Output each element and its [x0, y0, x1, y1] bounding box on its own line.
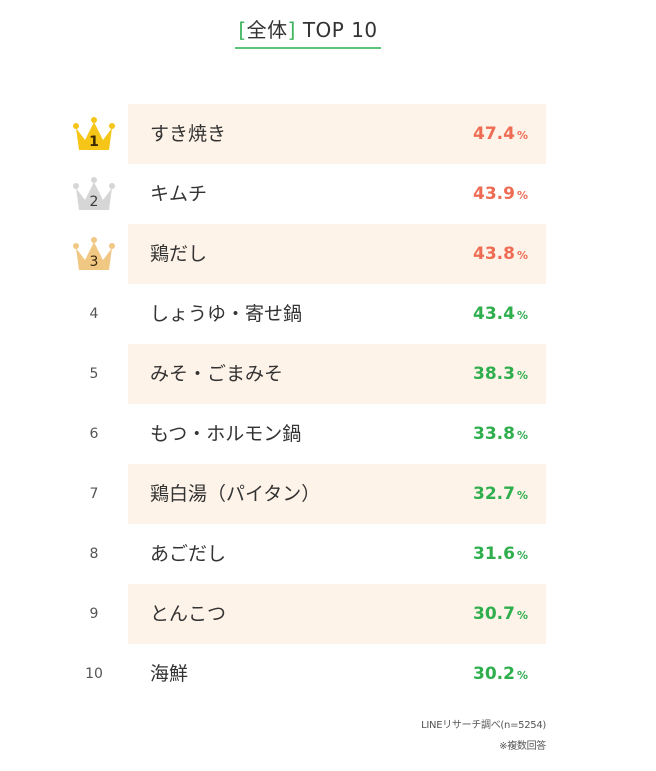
gold-crown-icon: 1: [70, 114, 118, 154]
ranking-row: 4 しょうゆ・寄せ鍋 43.4%: [0, 284, 656, 344]
rank-number: 7: [89, 486, 99, 502]
title-close-bracket: ]: [287, 18, 296, 42]
rank-number: 10: [85, 666, 103, 682]
item-name: みそ・ごまみそ: [150, 363, 284, 385]
multiple-answer-note: ※複数回答: [499, 741, 546, 752]
chart-title: [全体] TOP 10: [235, 14, 381, 49]
ranking-row: 7 鶏白湯（パイタン） 32.7%: [0, 464, 656, 524]
rank-number: 6: [89, 426, 99, 442]
percent-value: 43.4%: [473, 284, 528, 344]
item-name: 海鮮: [150, 663, 189, 685]
ranking-row: 8 あごだし 31.6%: [0, 524, 656, 584]
rank-number: 2: [89, 194, 99, 210]
item-name: 鶏白湯（パイタン）: [150, 483, 321, 505]
percent-number: 43.8: [473, 244, 515, 264]
row-background: [128, 224, 546, 284]
percent-unit: %: [516, 249, 528, 262]
percent-unit: %: [516, 129, 528, 142]
row-background: [128, 104, 546, 164]
percent-value: 33.8%: [473, 404, 528, 464]
percent-number: 38.3: [473, 364, 515, 384]
percent-number: 43.4: [473, 304, 515, 324]
title-open-bracket: [: [238, 18, 247, 42]
rank-number: 8: [89, 546, 99, 562]
title-label: TOP 10: [295, 18, 378, 42]
ranking-row: 3 鶏だし 43.8%: [0, 224, 656, 284]
percent-number: 30.2: [473, 664, 515, 684]
row-background: [128, 464, 546, 524]
row-background: [128, 344, 546, 404]
item-name: すき焼き: [150, 123, 227, 145]
item-name: あごだし: [150, 543, 227, 565]
percent-value: 31.6%: [473, 524, 528, 584]
bronze-crown-icon: 3: [70, 234, 118, 274]
percent-number: 33.8: [473, 424, 515, 444]
percent-unit: %: [516, 549, 528, 562]
row-background: [128, 584, 546, 644]
ranking-row: 5 みそ・ごまみそ 38.3%: [0, 344, 656, 404]
percent-unit: %: [516, 669, 528, 682]
item-name: もつ・ホルモン鍋: [150, 423, 302, 445]
rank-number: 5: [89, 366, 99, 382]
title-category: 全体: [246, 18, 288, 42]
rank-number: 1: [89, 134, 99, 150]
percent-value: 32.7%: [473, 464, 528, 524]
ranking-row: 10 海鮮 30.2%: [0, 644, 656, 704]
item-name: とんこつ: [150, 603, 227, 625]
percent-unit: %: [516, 189, 528, 202]
ranking-list: 1 すき焼き 47.4% 2 キムチ 43.9% 3 鶏だし 43.8% 4 しょうゆ・寄せ鍋 43.…: [0, 104, 656, 704]
percent-number: 47.4: [473, 124, 515, 144]
percent-value: 30.2%: [473, 644, 528, 704]
ranking-row: 2 キムチ 43.9%: [0, 164, 656, 224]
percent-number: 30.7: [473, 604, 515, 624]
item-name: キムチ: [150, 183, 208, 205]
rank-number: 4: [89, 306, 99, 322]
percent-value: 43.9%: [473, 164, 528, 224]
percent-number: 43.9: [473, 184, 515, 204]
percent-unit: %: [516, 369, 528, 382]
percent-value: 47.4%: [473, 104, 528, 164]
silver-crown-icon: 2: [70, 174, 118, 214]
item-name: 鶏だし: [150, 243, 208, 265]
percent-unit: %: [516, 429, 528, 442]
percent-unit: %: [516, 609, 528, 622]
percent-unit: %: [516, 489, 528, 502]
rank-number: 9: [89, 606, 99, 622]
percent-number: 31.6: [473, 544, 515, 564]
source-note: LINEリサーチ調べ(n=5254): [421, 720, 546, 731]
percent-value: 30.7%: [473, 584, 528, 644]
percent-number: 32.7: [473, 484, 515, 504]
item-name: しょうゆ・寄せ鍋: [150, 303, 303, 325]
chart-title-wrap: [全体] TOP 10: [0, 14, 616, 49]
percent-value: 38.3%: [473, 344, 528, 404]
ranking-row: 6 もつ・ホルモン鍋 33.8%: [0, 404, 656, 464]
percent-value: 43.8%: [473, 224, 528, 284]
rank-number: 3: [89, 254, 99, 270]
ranking-row: 9 とんこつ 30.7%: [0, 584, 656, 644]
ranking-row: 1 すき焼き 47.4%: [0, 104, 656, 164]
percent-unit: %: [516, 309, 528, 322]
